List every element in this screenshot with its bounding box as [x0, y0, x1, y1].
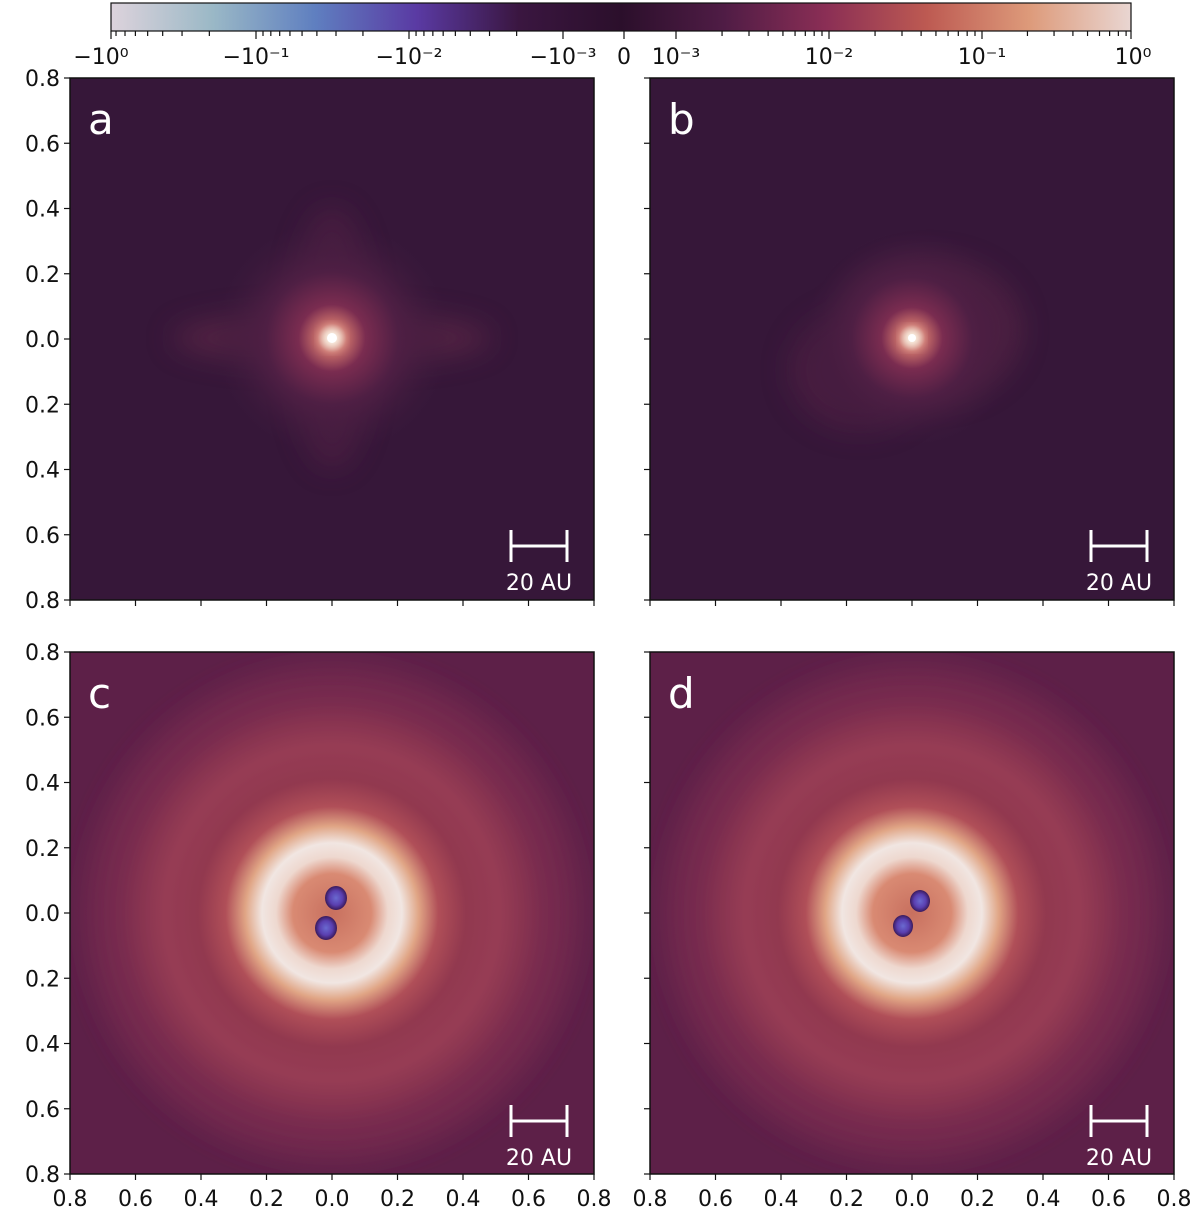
panel-b: b 20 AU	[649, 77, 1175, 601]
colorbar-tick-labels: −10⁰ −10⁻¹ −10⁻² −10⁻³ 0 10⁻³ 10⁻² 10⁻¹ 10⁰	[73, 45, 1151, 70]
panel-d: d 20 AU	[649, 651, 1175, 1175]
colorbar-tick-label: 10⁻²	[805, 45, 853, 70]
panel-label-d: d	[668, 669, 695, 718]
colorbar-gradient	[110, 2, 1132, 32]
x-tick-label: 0.8	[1157, 1187, 1192, 1212]
x-tick-label: 0.2	[249, 1187, 284, 1212]
scale-bar-label: 20 AU	[1086, 1146, 1152, 1171]
y-tick-label: 0.2	[25, 263, 60, 288]
colorbar: −10⁰ −10⁻¹ −10⁻² −10⁻³ 0 10⁻³ 10⁻² 10⁻¹ 10⁰	[73, 2, 1152, 70]
y-tick-label: 0.2	[25, 967, 60, 992]
y-tick-label: 0.2	[25, 393, 60, 418]
x-tick-label: 0.4	[1026, 1187, 1061, 1212]
y-tick-label: 0.0	[25, 902, 60, 927]
panel-c: c 20 AU	[69, 651, 595, 1175]
colorbar-tick-label: 10⁻³	[652, 45, 700, 70]
colorbar-tick-label: −10⁰	[73, 45, 128, 70]
colorbar-tick-label: 0	[617, 45, 631, 70]
y-tick-label: 0.4	[25, 198, 60, 223]
colorbar-tick-label: −10⁻²	[376, 45, 443, 70]
colorbar-tick-label: −10⁻¹	[223, 45, 290, 70]
scale-bar-label: 20 AU	[1086, 571, 1152, 596]
panel-a: a 20 AU	[69, 77, 595, 601]
y-tick-label: 0.2	[25, 837, 60, 862]
x-tick-label: 0.8	[53, 1187, 88, 1212]
scale-bar	[1089, 1105, 1149, 1137]
y-tick-label: 0.8	[25, 589, 60, 614]
x-tick-label: 0.2	[960, 1187, 995, 1212]
y-tick-label: 0.4	[25, 772, 60, 797]
scale-bar-label: 20 AU	[506, 1146, 572, 1171]
x-tick-label: 0.2	[380, 1187, 415, 1212]
colorbar-tick-label: −10⁻³	[530, 45, 597, 70]
y-tick-label: 0.6	[25, 132, 60, 157]
x-tick-label: 0.6	[1091, 1187, 1126, 1212]
y-tick-label: 0.8	[25, 1163, 60, 1188]
y-tick-label: 0.8	[25, 641, 60, 666]
x-tick-label: 0.6	[118, 1187, 153, 1212]
y-tick-label: 0.6	[25, 1098, 60, 1123]
panel-label-a: a	[88, 95, 114, 144]
axes-ticks: 0.80.60.40.20.00.20.40.60.80.80.80.60.60…	[25, 67, 1192, 1212]
dipole-lobes	[315, 886, 347, 940]
x-tick-label: 0.6	[698, 1187, 733, 1212]
colorbar-tick-label: 10⁻¹	[958, 45, 1006, 70]
x-tick-label: 0.4	[184, 1187, 219, 1212]
colorbar-ticks	[110, 31, 1132, 39]
scale-bar	[509, 530, 569, 562]
x-tick-label: 0.8	[633, 1187, 668, 1212]
x-tick-label: 0.6	[511, 1187, 546, 1212]
panel-label-b: b	[668, 95, 695, 144]
x-tick-label: 0.8	[577, 1187, 612, 1212]
scale-bar-label: 20 AU	[506, 571, 572, 596]
y-tick-label: 0.4	[25, 459, 60, 484]
panel-label-c: c	[88, 669, 111, 718]
y-tick-label: 0.0	[25, 328, 60, 353]
scale-bar	[1089, 530, 1149, 562]
y-tick-label: 0.8	[25, 67, 60, 92]
dipole-lobes	[893, 890, 930, 937]
y-tick-label: 0.6	[25, 524, 60, 549]
y-tick-label: 0.4	[25, 1033, 60, 1058]
y-tick-label: 0.6	[25, 706, 60, 731]
x-tick-label: 0.4	[764, 1187, 799, 1212]
x-tick-label: 0.0	[315, 1187, 350, 1212]
x-tick-label: 0.4	[446, 1187, 481, 1212]
x-tick-label: 0.0	[895, 1187, 930, 1212]
scale-bar	[509, 1105, 569, 1137]
x-tick-label: 0.2	[829, 1187, 864, 1212]
colorbar-tick-label: 10⁰	[1115, 45, 1152, 70]
